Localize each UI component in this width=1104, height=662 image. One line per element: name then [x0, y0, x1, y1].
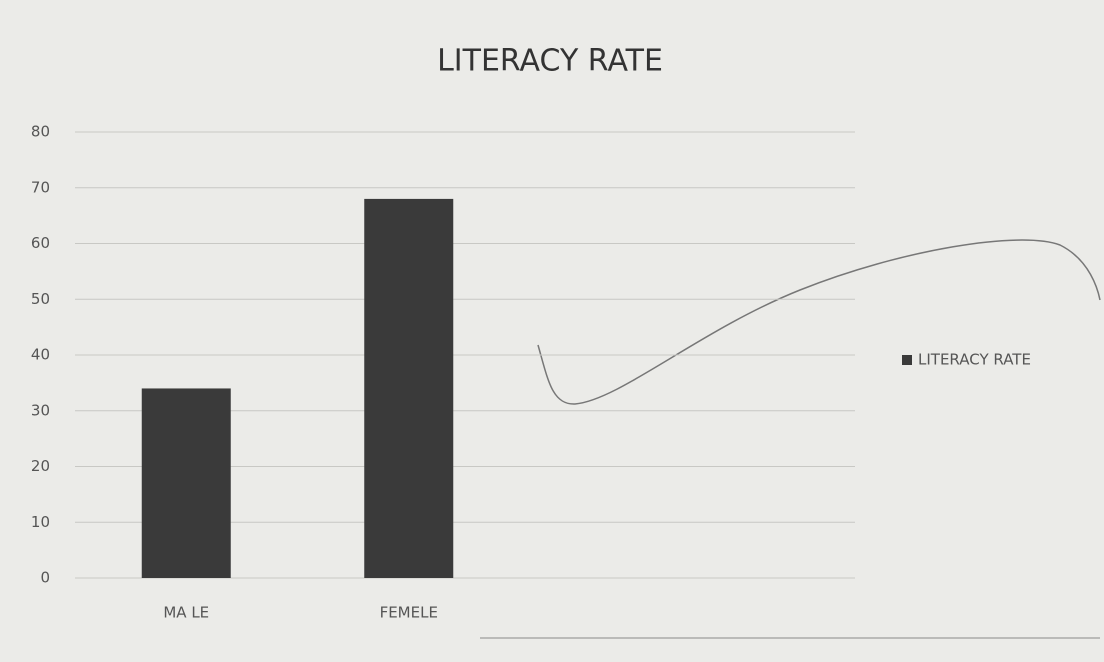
pen-stroke — [537, 239, 1101, 405]
legend-swatch — [902, 355, 912, 365]
y-tick-label: 10 — [31, 513, 50, 531]
legend-label: LITERACY RATE — [918, 351, 1031, 369]
y-tick-label: 50 — [31, 290, 50, 308]
y-tick-label: 20 — [31, 457, 50, 475]
y-tick-label: 40 — [31, 346, 50, 364]
y-tick-label: 30 — [31, 401, 50, 419]
chart-title: LITERACY RATE — [437, 44, 663, 79]
x-tick-label: FEMELE — [380, 604, 438, 622]
y-tick-label: 60 — [31, 234, 50, 252]
x-tick-label: MA LE — [163, 604, 209, 622]
y-tick-label: 70 — [31, 178, 50, 196]
y-tick-label: 0 — [40, 569, 50, 587]
bar — [141, 388, 231, 578]
bar — [364, 198, 454, 578]
y-tick-label: 80 — [31, 123, 50, 141]
